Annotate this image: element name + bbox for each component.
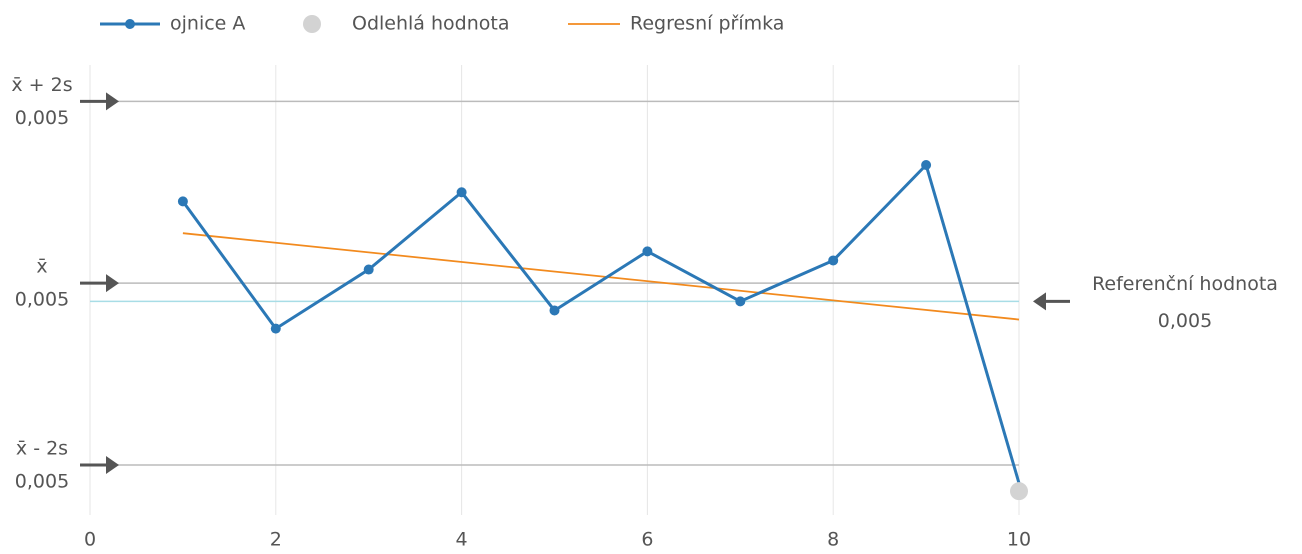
limit-value: 0,005 — [15, 107, 69, 129]
point — [270, 323, 281, 334]
point — [456, 187, 467, 198]
limit-label: x̄ — [36, 256, 47, 278]
x-tick-label: 2 — [270, 529, 282, 551]
arrow-head — [106, 456, 119, 474]
x-tick-label: 6 — [641, 529, 653, 551]
point — [828, 255, 839, 266]
point — [921, 160, 932, 170]
x-tick-label: 10 — [1007, 529, 1031, 551]
outlier — [1010, 482, 1028, 501]
arrow-head — [1033, 292, 1046, 311]
reference-value: 0,005 — [1158, 310, 1212, 332]
legend-marker — [303, 15, 321, 33]
x-tick-label: 4 — [456, 529, 468, 551]
limit-label: x̄ - 2s — [16, 438, 68, 460]
limit-label: x̄ + 2s — [11, 74, 72, 96]
point — [735, 296, 746, 307]
point — [642, 246, 653, 257]
x-tick-label: 0 — [84, 529, 96, 551]
point — [363, 264, 374, 275]
legend-label: ojnice A — [170, 13, 245, 35]
point — [549, 305, 560, 316]
reference-label: Referenční hodnota — [1092, 273, 1278, 295]
arrow-head — [106, 92, 119, 111]
legend-label: Regresní přímka — [630, 13, 784, 35]
regression-line — [182, 232, 1020, 321]
limit-value: 0,005 — [15, 471, 69, 493]
x-tick-label: 8 — [827, 529, 839, 551]
limit-value: 0,005 — [15, 289, 69, 311]
series-line — [181, 162, 1021, 484]
point — [177, 196, 188, 207]
legend-label: Odlehlá hodnota — [352, 13, 509, 35]
legend-marker — [125, 19, 135, 29]
arrow-head — [106, 274, 119, 293]
